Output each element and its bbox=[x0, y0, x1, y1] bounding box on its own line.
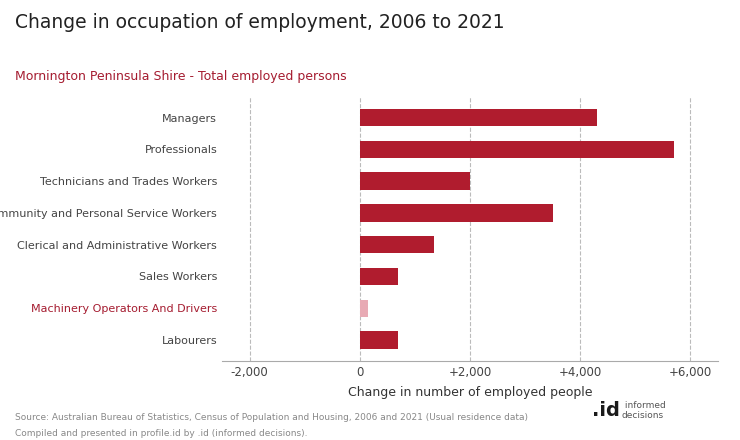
Text: Source: Australian Bureau of Statistics, Census of Population and Housing, 2006 : Source: Australian Bureau of Statistics,… bbox=[15, 414, 528, 422]
Bar bbox=[360, 268, 398, 285]
X-axis label: Change in number of employed people: Change in number of employed people bbox=[348, 385, 592, 399]
Bar bbox=[360, 141, 673, 158]
Bar bbox=[360, 204, 553, 222]
Text: Compiled and presented in profile.id by .id (informed decisions).: Compiled and presented in profile.id by … bbox=[15, 429, 307, 438]
Text: Mornington Peninsula Shire - Total employed persons: Mornington Peninsula Shire - Total emplo… bbox=[15, 70, 346, 84]
Text: informed
decisions: informed decisions bbox=[622, 401, 665, 420]
Text: .id: .id bbox=[592, 401, 620, 420]
Bar bbox=[360, 236, 434, 253]
Bar bbox=[360, 109, 596, 126]
Bar bbox=[360, 172, 470, 190]
Text: Change in occupation of employment, 2006 to 2021: Change in occupation of employment, 2006… bbox=[15, 13, 505, 32]
Bar bbox=[360, 331, 398, 349]
Bar bbox=[360, 300, 368, 317]
